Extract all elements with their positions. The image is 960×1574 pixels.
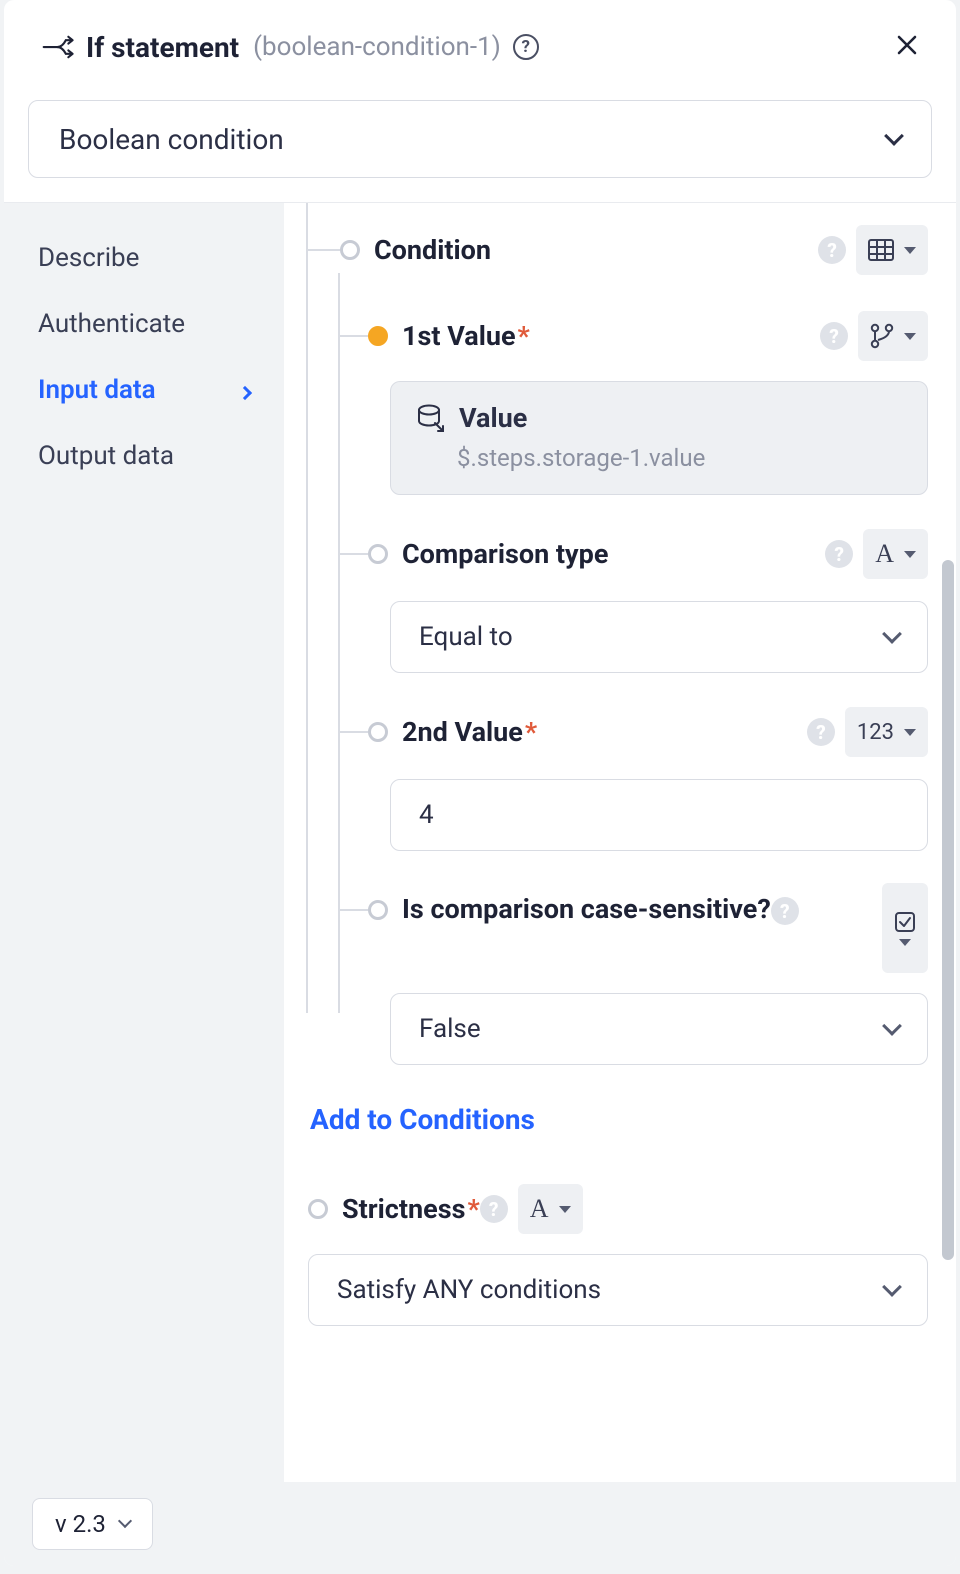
- tree-line: [306, 203, 308, 1013]
- chevron-right-icon: [240, 375, 250, 405]
- field-bullet: [368, 326, 388, 346]
- field-row-case-sensitive: Is comparison case-sensitive? ?: [338, 883, 928, 973]
- help-icon[interactable]: ?: [771, 897, 799, 925]
- value-title: Value: [459, 402, 527, 434]
- field-row-condition: Condition ?: [306, 223, 928, 277]
- type-selector-object[interactable]: [856, 225, 928, 275]
- sidebar-item-authenticate[interactable]: Authenticate: [4, 291, 284, 357]
- input-value: 4: [419, 800, 434, 830]
- main-content: Condition ? 1st Value* ?: [284, 203, 956, 1554]
- sidebar-item-input-data[interactable]: Input data: [4, 357, 284, 423]
- field-label: 1st Value*: [402, 320, 530, 352]
- type-selector-string[interactable]: A: [518, 1184, 583, 1234]
- panel-footer: v 2.3: [4, 1482, 956, 1566]
- sidebar-item-label: Describe: [38, 243, 139, 273]
- panel-header: If statement (boolean-condition-1) ?: [4, 0, 956, 84]
- field-bullet: [368, 722, 388, 742]
- caret-down-icon: [904, 247, 916, 254]
- field-row-second-value: 2nd Value* ? 123: [338, 705, 928, 759]
- caret-down-icon: [904, 551, 916, 558]
- storage-icon: [417, 404, 445, 432]
- chevron-down-icon: [882, 624, 902, 644]
- branch-small-icon: [870, 323, 894, 349]
- select-value: Equal to: [419, 622, 513, 652]
- field-label: Condition: [374, 234, 491, 266]
- field-label: 2nd Value*: [402, 716, 537, 748]
- chevron-down-icon: [882, 1277, 902, 1297]
- add-to-conditions-link[interactable]: Add to Conditions: [310, 1103, 928, 1136]
- sidebar-item-describe[interactable]: Describe: [4, 225, 284, 291]
- field-bullet: [340, 240, 360, 260]
- panel-title: If statement: [86, 31, 239, 64]
- type-selector-number[interactable]: 123: [845, 707, 928, 757]
- type-selector-string[interactable]: A: [863, 529, 928, 579]
- operation-select-value: Boolean condition: [59, 123, 284, 156]
- sidebar-item-label: Input data: [38, 375, 156, 405]
- panel-subtitle: (boolean-condition-1): [253, 32, 501, 62]
- letter-a-icon: A: [530, 1194, 549, 1224]
- sidebar: Describe Authenticate Input data Output …: [4, 203, 284, 1554]
- chevron-down-icon: [882, 1016, 902, 1036]
- type-selector-jsonpath[interactable]: [858, 311, 928, 361]
- field-bullet: [368, 544, 388, 564]
- field-label: Comparison type: [402, 538, 608, 570]
- comparison-type-select[interactable]: Equal to: [390, 601, 928, 673]
- caret-down-icon: [559, 1206, 571, 1213]
- sidebar-item-output-data[interactable]: Output data: [4, 423, 284, 489]
- sidebar-item-label: Authenticate: [38, 309, 185, 339]
- version-label: v 2.3: [55, 1510, 106, 1538]
- select-value: Satisfy ANY conditions: [337, 1275, 601, 1305]
- close-button[interactable]: [888, 28, 926, 66]
- caret-down-icon: [899, 939, 911, 946]
- checkbox-icon: [894, 911, 916, 933]
- operation-select[interactable]: Boolean condition: [28, 100, 932, 178]
- panel-body: Describe Authenticate Input data Output …: [4, 202, 956, 1554]
- sidebar-item-label: Output data: [38, 441, 174, 471]
- branch-icon: [42, 32, 76, 62]
- letter-a-icon: A: [875, 539, 894, 569]
- help-icon[interactable]: ?: [820, 322, 848, 350]
- help-icon[interactable]: ?: [818, 236, 846, 264]
- number-type-label: 123: [857, 720, 894, 745]
- tree-line: [338, 273, 340, 1013]
- chevron-down-icon: [118, 1514, 132, 1528]
- second-value-input[interactable]: 4: [390, 779, 928, 851]
- first-value-binding[interactable]: Value $.steps.storage-1.value: [390, 381, 928, 495]
- help-icon[interactable]: ?: [825, 540, 853, 568]
- version-select[interactable]: v 2.3: [32, 1498, 153, 1550]
- strictness-select[interactable]: Satisfy ANY conditions: [308, 1254, 928, 1326]
- field-label: Strictness*: [342, 1193, 480, 1225]
- field-bullet: [368, 900, 388, 920]
- type-selector-boolean[interactable]: [882, 883, 928, 973]
- field-row-strictness: Strictness* ? A: [306, 1184, 928, 1234]
- field-bullet: [308, 1199, 328, 1219]
- caret-down-icon: [904, 333, 916, 340]
- value-path: $.steps.storage-1.value: [457, 444, 901, 472]
- help-icon[interactable]: ?: [807, 718, 835, 746]
- chevron-down-icon: [884, 126, 904, 146]
- case-sensitive-select[interactable]: False: [390, 993, 928, 1065]
- select-value: False: [419, 1014, 481, 1044]
- table-icon: [868, 239, 894, 261]
- field-label: Is comparison case-sensitive?: [402, 893, 771, 925]
- help-icon[interactable]: ?: [513, 34, 539, 60]
- config-panel: If statement (boolean-condition-1) ? Boo…: [4, 0, 956, 1566]
- caret-down-icon: [904, 729, 916, 736]
- help-icon[interactable]: ?: [480, 1195, 508, 1223]
- field-row-comparison-type: Comparison type ? A: [338, 527, 928, 581]
- scrollbar-thumb[interactable]: [942, 560, 954, 1260]
- field-row-first-value: 1st Value* ?: [338, 309, 928, 363]
